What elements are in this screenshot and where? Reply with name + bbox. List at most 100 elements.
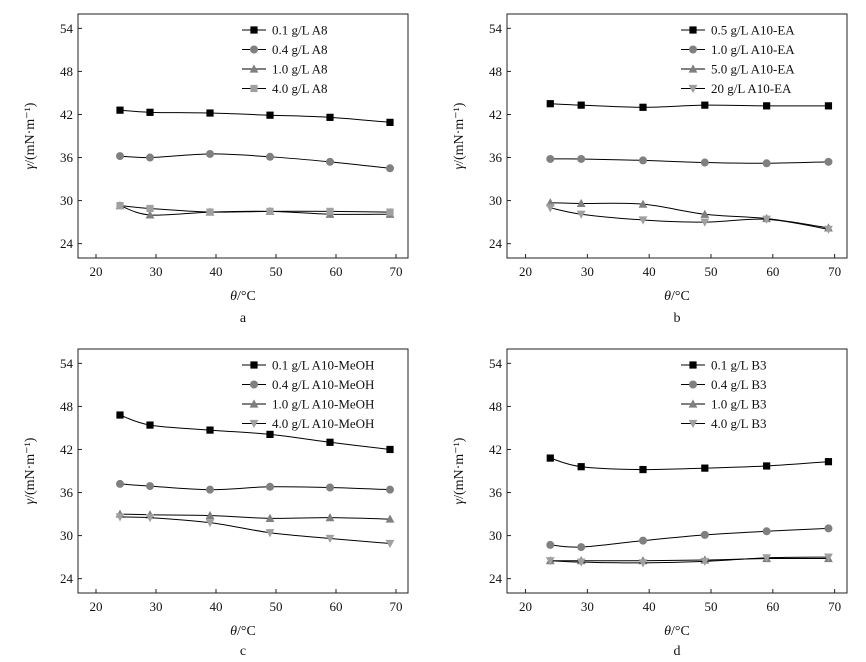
data-point [638,199,648,208]
data-point [824,102,833,110]
legend-marker [689,380,697,389]
x-tick-label: 50 [270,264,283,279]
x-tick-label: 60 [330,264,343,279]
legend-marker [249,64,259,73]
data-point [577,101,585,109]
series-line [119,483,391,491]
legend-marker [250,84,258,93]
x-tick-label: 60 [766,599,779,614]
x-tick-label: 30 [150,264,163,279]
data-point [701,464,709,472]
legend: 0.1 g/L A8 0.4 g/L A8 1.0 g/L A8 4.0 g/L A8 [242,23,328,96]
y-tick-label: 30 [489,193,502,208]
data-point [639,465,647,474]
data-point [266,111,274,119]
data-point [577,543,586,552]
series-line [119,153,391,169]
y-tick-label: 54 [60,356,74,371]
legend-marker [688,399,698,408]
plot-frame [506,348,848,594]
data-point [206,426,214,434]
y-tick-label: 30 [60,528,73,543]
legend-item: 0.4 g/L A8 [242,42,328,57]
data-point [145,210,155,219]
y-tick-label: 42 [60,442,73,457]
data-point [577,154,586,163]
y-tick-label: 54 [60,21,74,36]
data-point [545,557,555,566]
series-line [119,109,391,123]
data-point [146,108,154,116]
chart-panel-c: 24 30 36 42 48 54 20 30 40 50 60 70 θ/°C γ/(mN·m⁻¹) c 0… [23,348,409,659]
data-point [206,485,214,494]
legend-marker [688,419,698,429]
data-point [266,152,274,161]
legend-marker [250,380,258,389]
series-1 [116,106,394,126]
x-tick-label: 20 [90,264,103,279]
legend-label: 1.0 g/L B3 [711,397,767,412]
x-tick-label: 40 [210,599,223,614]
x-tick-label: 30 [581,599,594,614]
x-tick-label: 40 [643,264,656,279]
y-tick-label: 48 [60,64,73,79]
data-point [824,157,833,166]
x-tick-label: 70 [828,599,841,614]
data-point [576,198,586,208]
data-point [546,154,555,163]
data-point [325,513,335,522]
series-2 [116,149,394,173]
data-point [545,204,555,213]
legend-label: 0.4 g/L B3 [711,377,767,392]
series-line [550,158,829,164]
data-point [325,534,335,544]
legend-label: 0.1 g/L A10-MeOH [272,358,374,373]
y-tick-label: 36 [489,485,503,500]
legend-marker [249,419,259,429]
y-tick-label: 36 [489,150,503,165]
x-axis-label: θ/°C [230,289,256,304]
data-point [116,106,124,114]
x-tick-label: 50 [705,599,718,614]
series-4 [116,202,394,216]
y-tick-label: 54 [489,356,503,371]
y-tick-label: 24 [60,236,74,251]
y-tick-label: 24 [489,571,503,586]
y-tick-label: 48 [489,399,502,414]
series-1 [546,100,833,111]
chart-panel-b: 24 30 36 42 48 54 20 30 40 50 60 70 θ/°C γ/(mN·m⁻¹) b 0… [452,13,848,326]
data-point [266,482,274,491]
x-tick-label: 70 [828,264,841,279]
data-point [546,454,554,462]
series-line [550,207,829,230]
legend-item: 1.0 g/L B3 [681,397,767,412]
series-line [550,103,829,108]
legend-label: 0.4 g/L A8 [272,42,328,57]
x-tick-label: 40 [210,264,223,279]
x-tick-label: 50 [705,264,718,279]
legend: 0.5 g/L A10-EA 1.0 g/L A10-EA 5.0 g/L A10-… [681,23,795,96]
x-tick-label: 20 [90,599,103,614]
series-line [550,556,829,564]
data-point [386,445,394,454]
x-axis-label: θ/°C [664,289,690,304]
x-tick-label: 60 [330,599,343,614]
x-axis-label: θ/°C [230,624,256,639]
data-point [386,118,394,126]
data-point [700,530,709,539]
legend-item: 5.0 g/L A10-EA [681,62,795,77]
data-point [700,158,709,167]
data-point [385,539,395,549]
data-point [701,101,709,109]
series-line [119,516,391,544]
series-2 [116,479,394,494]
legend-marker [689,45,697,54]
legend-item: 20 g/L A10-EA [681,81,792,96]
series-line [119,205,391,216]
data-point [700,218,710,227]
data-point [762,215,772,224]
x-tick-label: 30 [150,599,163,614]
series-2 [546,524,833,552]
data-point [386,485,394,494]
data-point [762,527,771,536]
